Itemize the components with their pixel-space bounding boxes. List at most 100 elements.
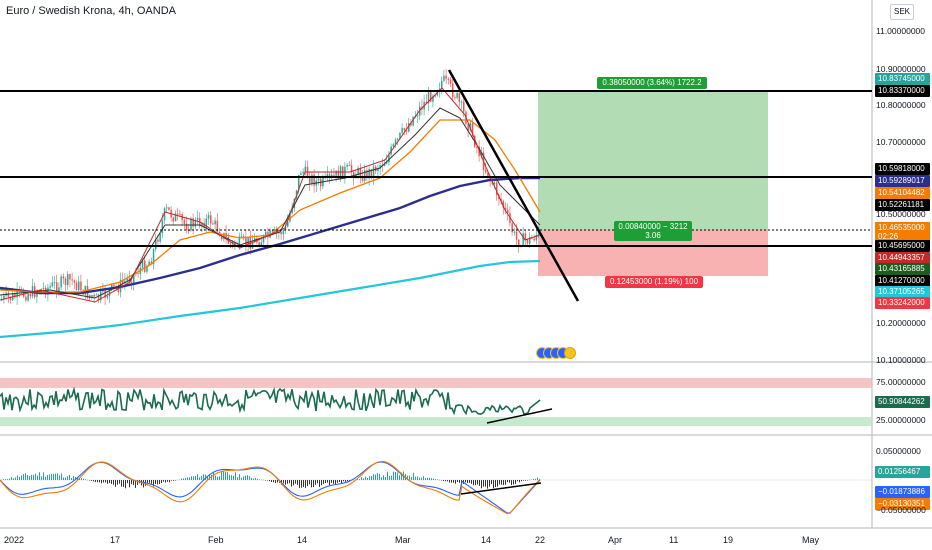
macd-bar bbox=[453, 480, 454, 483]
macd-bar bbox=[3, 479, 4, 480]
candle-body bbox=[166, 207, 168, 209]
price-tag: 10.44943357 bbox=[875, 252, 930, 264]
macd-bar bbox=[357, 479, 358, 480]
candle-body bbox=[27, 293, 29, 301]
macd-bar bbox=[341, 480, 342, 484]
macd-bar bbox=[155, 480, 156, 485]
candle-body bbox=[526, 239, 529, 244]
time-axis-label: 14 bbox=[297, 535, 308, 545]
macd-bar bbox=[427, 477, 428, 480]
candle-body bbox=[416, 115, 419, 117]
candle-body bbox=[91, 295, 93, 297]
macd-bar bbox=[161, 480, 162, 483]
macd-bar bbox=[513, 480, 514, 485]
candle-body bbox=[117, 286, 120, 293]
candle-body bbox=[42, 287, 45, 290]
macd-bar bbox=[89, 480, 90, 481]
macd-bar bbox=[69, 474, 70, 480]
candle-body bbox=[298, 174, 300, 191]
price-axis-label: 10.50000000 bbox=[876, 209, 926, 219]
macd-bar bbox=[95, 480, 96, 482]
candle-body bbox=[434, 95, 436, 97]
macd-bar bbox=[157, 480, 158, 485]
symbol-title[interactable]: Euro / Swedish Krona, 4h, OANDA bbox=[6, 5, 176, 17]
candle-body bbox=[487, 172, 489, 178]
stop-label[interactable]: 0.12453000 (1.19%) 100 bbox=[605, 276, 703, 288]
macd-bar bbox=[287, 480, 288, 484]
macd-bar bbox=[165, 480, 166, 483]
candle-body bbox=[212, 223, 214, 225]
ma-red-line bbox=[0, 87, 541, 303]
macd-bar bbox=[415, 476, 416, 480]
macd-bar bbox=[481, 480, 482, 489]
candle-body bbox=[346, 165, 348, 167]
candle-body bbox=[533, 238, 535, 241]
candle-body bbox=[265, 231, 267, 236]
macd-bar bbox=[105, 480, 106, 483]
target-label[interactable]: 0.38050000 (3.64%) 1722.2 bbox=[597, 77, 707, 89]
macd-bar bbox=[233, 475, 234, 480]
macd-bar bbox=[467, 480, 468, 483]
rsi-overbought-band bbox=[0, 378, 872, 388]
macd-bar bbox=[99, 480, 100, 483]
candle-body bbox=[443, 75, 445, 81]
candle-body bbox=[168, 207, 170, 211]
macd-bar bbox=[171, 480, 172, 481]
macd-bar bbox=[429, 477, 430, 480]
macd-bar bbox=[49, 474, 50, 480]
macd-tag: −0.03130351 bbox=[875, 498, 930, 510]
candle-body bbox=[203, 222, 205, 228]
macd-bar bbox=[515, 480, 516, 484]
profit-zone bbox=[538, 91, 768, 230]
candle-body bbox=[471, 123, 474, 136]
candle-body bbox=[273, 229, 276, 231]
candle-body bbox=[412, 116, 414, 126]
rsi-line bbox=[0, 386, 541, 416]
currency-button[interactable]: SEK bbox=[890, 4, 914, 20]
macd-bar bbox=[199, 477, 200, 480]
macd-bar bbox=[321, 480, 322, 486]
macd-bar bbox=[409, 475, 410, 480]
macd-bar bbox=[257, 478, 258, 480]
macd-bar bbox=[299, 480, 300, 488]
event-icon[interactable] bbox=[564, 347, 576, 359]
price-tag: 10.83745000 bbox=[875, 73, 930, 85]
macd-bar bbox=[445, 480, 446, 482]
macd-bar bbox=[147, 480, 148, 483]
candle-body bbox=[64, 278, 67, 286]
candle-body bbox=[262, 235, 265, 243]
event-markers[interactable] bbox=[536, 347, 576, 359]
macd-bar bbox=[431, 478, 432, 480]
macd-bar bbox=[111, 480, 112, 484]
macd-bar bbox=[15, 477, 16, 480]
candle-body bbox=[53, 282, 56, 284]
candle-body bbox=[229, 243, 232, 245]
entry-label[interactable]: 0.00840000 − 3212 3.06 bbox=[614, 221, 692, 241]
macd-bar bbox=[63, 477, 64, 480]
candle-body bbox=[328, 174, 331, 177]
macd-bar bbox=[451, 480, 452, 483]
macd-bar bbox=[119, 480, 120, 484]
candle-body bbox=[174, 213, 177, 222]
macd-bar bbox=[475, 480, 476, 486]
macd-bar bbox=[389, 475, 390, 480]
macd-bar bbox=[359, 479, 360, 480]
candle-body bbox=[309, 177, 311, 184]
candle-body bbox=[293, 198, 296, 209]
candle-body bbox=[93, 294, 95, 297]
macd-bar bbox=[7, 479, 8, 480]
candle-body bbox=[36, 292, 38, 297]
macd-bar bbox=[483, 480, 484, 487]
macd-bar bbox=[371, 475, 372, 480]
macd-bar bbox=[71, 478, 72, 480]
candle-body bbox=[185, 223, 188, 231]
candle-body bbox=[144, 260, 146, 272]
candle-body bbox=[271, 230, 274, 232]
macd-bar bbox=[195, 475, 196, 480]
macd-bar bbox=[263, 479, 264, 481]
candle-body bbox=[223, 232, 225, 240]
candle-body bbox=[69, 274, 71, 280]
macd-bar bbox=[387, 471, 388, 480]
macd-bar bbox=[67, 476, 68, 480]
